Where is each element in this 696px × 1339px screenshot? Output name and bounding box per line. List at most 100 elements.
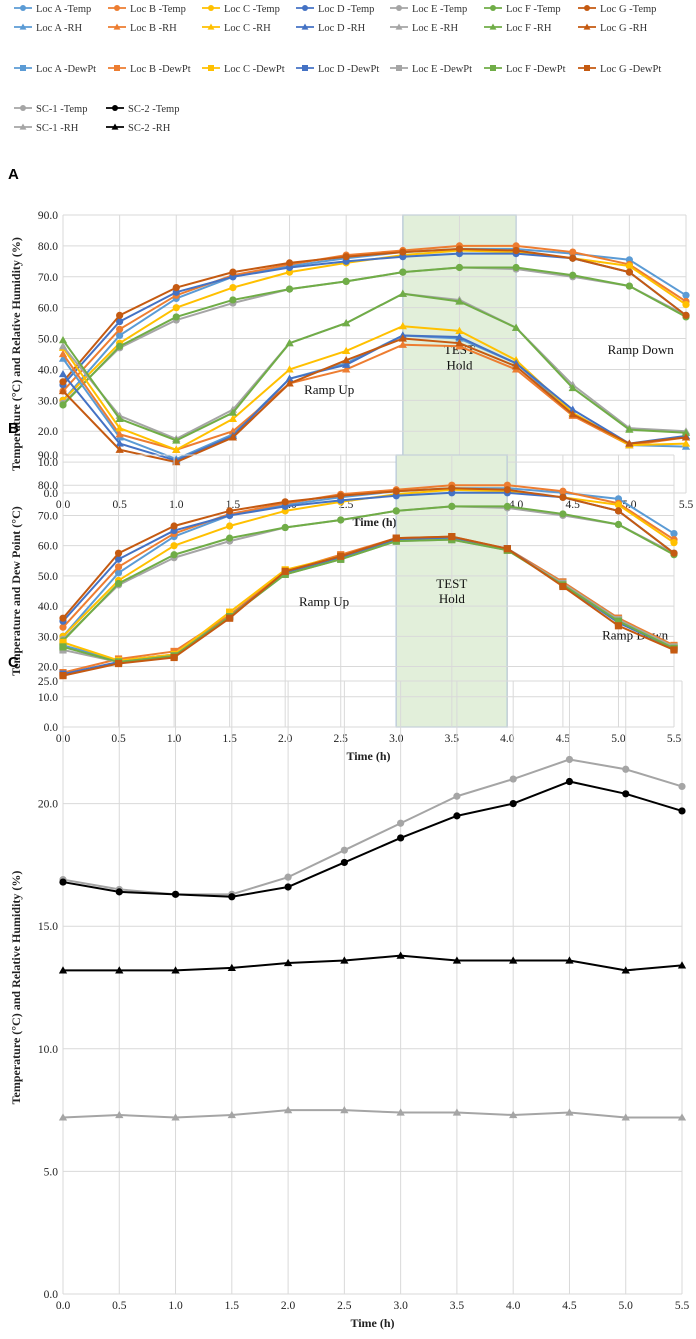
series-line — [62, 758, 683, 896]
x-tick-label: 0.5 — [112, 1300, 127, 1312]
data-point — [228, 414, 238, 422]
data-point — [448, 484, 456, 492]
legend-item-sc-1-rh: SC-1 -RH — [14, 123, 79, 134]
y-tick-label: 0.0 — [44, 1289, 59, 1301]
data-point — [398, 334, 407, 342]
x-tick-label: 4.0 — [506, 1300, 521, 1312]
data-point — [670, 549, 678, 557]
data-point — [114, 569, 123, 577]
x-tick-label: 1.0 — [169, 499, 184, 511]
series-line — [62, 535, 675, 677]
data-point — [670, 529, 678, 538]
data-point — [114, 563, 123, 571]
series-line — [62, 292, 687, 440]
legend-marker-square — [114, 65, 120, 71]
y-tick-label: 15.0 — [38, 921, 58, 933]
legend-marker-square — [208, 65, 214, 71]
series-loc-g-temp — [59, 484, 678, 622]
y-tick-label: 25.0 — [38, 676, 58, 688]
data-point — [59, 878, 67, 886]
y-tick-label: 70.0 — [38, 272, 58, 284]
annotation-ramp-up: Ramp Up — [304, 382, 354, 397]
data-point — [226, 522, 234, 530]
x-tick-label: 0.0 — [56, 1300, 71, 1312]
data-point — [678, 807, 686, 815]
data-point — [285, 365, 294, 373]
data-point — [398, 289, 407, 297]
data-point — [670, 646, 678, 654]
data-point — [59, 643, 67, 651]
annotation-test: TEST — [436, 576, 467, 591]
x-tick-label: 3.5 — [450, 1300, 465, 1312]
data-point — [116, 342, 124, 350]
data-point — [170, 551, 178, 559]
data-point — [397, 819, 405, 827]
data-point — [115, 445, 124, 453]
panel-label-b: B — [8, 420, 19, 437]
data-point — [399, 248, 407, 256]
legend-item-loc-c-dewpt: Loc C -DewPt — [202, 64, 285, 75]
data-point — [115, 430, 124, 438]
legend-item-sc-1-temp: SC-1 -Temp — [14, 104, 87, 115]
legend-marker-triangle — [111, 123, 119, 130]
legend-item-loc-f-rh: Loc F -RH — [484, 23, 552, 34]
series-line — [62, 266, 687, 405]
x-tick-label: 5.5 — [667, 733, 682, 745]
data-point — [171, 966, 180, 974]
legend-label: Loc A -DewPt — [36, 64, 96, 75]
data-point — [58, 335, 68, 344]
y-tick-label: 30.0 — [38, 631, 58, 643]
data-point — [283, 1105, 293, 1114]
data-point — [281, 523, 289, 532]
series-loc-b-dewpt — [59, 533, 678, 677]
x-tick-label: 5.5 — [679, 499, 694, 511]
y-tick-label: 20.0 — [38, 662, 58, 674]
y-tick-label: 70.0 — [38, 510, 58, 522]
data-point — [337, 492, 345, 500]
legend-label: Loc G -RH — [600, 23, 648, 34]
legend-item-loc-d-dewpt: Loc D -DewPt — [296, 64, 379, 75]
series-line — [62, 244, 687, 392]
legend-marker-square — [490, 65, 496, 71]
y-tick-label: 30.0 — [38, 395, 58, 407]
legend-item-loc-a-rh: Loc A -RH — [14, 23, 82, 34]
x-tick-label: 4.5 — [566, 499, 581, 511]
legend-item-loc-b-temp: Loc B -Temp — [108, 4, 186, 15]
legend-marker-circle — [302, 5, 308, 11]
legend-label: Loc G -DewPt — [600, 64, 661, 75]
data-point — [337, 552, 345, 560]
data-point — [114, 659, 123, 668]
series-line — [62, 780, 683, 898]
legend-label: Loc D -RH — [318, 23, 366, 34]
data-point — [281, 567, 289, 575]
y-tick-label: 0.0 — [44, 722, 59, 734]
y-tick-label: 10.0 — [38, 1044, 58, 1056]
data-point — [448, 533, 456, 541]
series-line — [62, 484, 675, 628]
data-point — [453, 792, 461, 800]
series-line — [62, 334, 687, 461]
data-point — [455, 332, 464, 341]
data-point — [397, 834, 405, 842]
data-point — [228, 893, 236, 901]
legend-marker-triangle — [395, 23, 403, 30]
legend-item-loc-a-temp: Loc A -Temp — [14, 4, 91, 15]
data-point — [559, 487, 567, 495]
data-point — [58, 349, 68, 358]
data-point — [226, 534, 234, 542]
data-point — [568, 383, 577, 392]
data-point — [625, 268, 633, 276]
data-point — [392, 534, 400, 542]
series-line — [63, 954, 683, 972]
legend-marker-triangle — [301, 23, 309, 30]
legend-label: Loc C -Temp — [224, 4, 280, 15]
x-axis-title: Time (h) — [346, 749, 390, 763]
data-point — [681, 428, 691, 436]
data-point — [503, 486, 511, 494]
data-point — [283, 958, 293, 967]
x-axis-title: Time (h) — [350, 1316, 394, 1330]
data-point — [503, 502, 511, 510]
data-point — [59, 401, 67, 409]
data-point — [59, 378, 67, 386]
data-point — [170, 653, 178, 662]
